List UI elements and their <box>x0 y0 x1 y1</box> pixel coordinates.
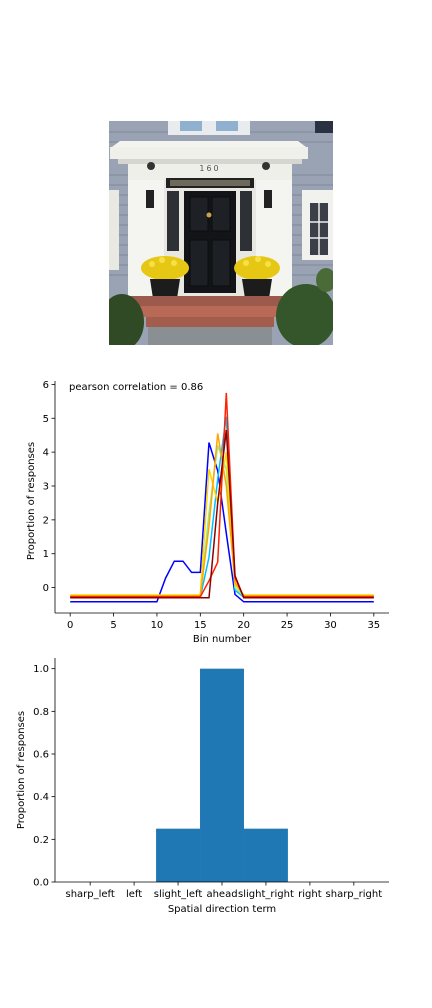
line-chart-xlabel: Bin number <box>193 634 252 645</box>
x-tick-label: slight_right <box>238 889 294 900</box>
line-series-1 <box>70 416 374 598</box>
line-chart-y-ticks: 0 1 2 3 4 5 6 <box>43 380 55 594</box>
x-tick-label: left <box>126 889 142 900</box>
pearson-annotation: pearson correlation = 0.86 <box>69 382 203 393</box>
x-tick-label: 10 <box>151 620 164 631</box>
y-tick-label: 3 <box>43 481 49 492</box>
y-tick-label: 2 <box>43 515 49 526</box>
line-series-6 <box>70 430 374 599</box>
house-number: 160 <box>199 164 220 173</box>
x-tick-label: 30 <box>324 620 337 631</box>
line-series-2 <box>70 445 374 597</box>
x-tick-label: right <box>298 889 322 900</box>
bar-chart-x-ticks: sharp_left left slight_left ahead slight_rig… <box>65 882 382 900</box>
x-tick-label: sharp_left <box>65 889 114 900</box>
x-tick-label: 0 <box>67 620 73 631</box>
line-series-5 <box>70 392 374 598</box>
x-tick-label: ahead <box>206 889 237 900</box>
y-tick-label: 0.6 <box>33 750 49 761</box>
y-tick-label: 5 <box>43 414 49 425</box>
line-chart-x-ticks: 0 5 10 15 20 25 30 35 <box>67 613 380 631</box>
x-tick-label: 15 <box>194 620 207 631</box>
line-series-4 <box>70 433 374 597</box>
y-tick-label: 0.2 <box>33 835 49 846</box>
bar-chart-y-ticks: 0.0 0.2 0.4 0.6 0.8 1.0 <box>33 664 55 889</box>
x-tick-label: 5 <box>110 620 116 631</box>
bar-slight_left <box>156 828 201 882</box>
bar-group <box>156 668 288 882</box>
line-series-0 <box>70 442 374 603</box>
y-tick-label: 0 <box>43 583 49 594</box>
bar-chart-ylabel: Proportion of responses <box>16 711 27 829</box>
x-tick-label: sharp_right <box>326 889 383 900</box>
line-series-3 <box>70 451 374 596</box>
y-tick-label: 0.0 <box>33 878 49 889</box>
x-tick-label: 35 <box>367 620 380 631</box>
line-series-group <box>70 392 374 603</box>
y-tick-label: 0.8 <box>33 707 49 718</box>
bar-ahead <box>200 668 244 882</box>
x-tick-label: 25 <box>281 620 294 631</box>
y-tick-label: 4 <box>43 448 49 459</box>
y-tick-label: 6 <box>43 380 49 391</box>
x-tick-label: 20 <box>237 620 250 631</box>
y-tick-label: 1.0 <box>33 664 49 675</box>
x-tick-label: slight_left <box>154 889 203 900</box>
bar-chart-xlabel: Spatial direction term <box>168 904 276 915</box>
bar-slight_right <box>243 828 288 882</box>
line-chart-ylabel: Proportion of responses <box>26 442 37 560</box>
y-tick-label: 0.4 <box>33 792 49 803</box>
y-tick-label: 1 <box>43 549 49 560</box>
